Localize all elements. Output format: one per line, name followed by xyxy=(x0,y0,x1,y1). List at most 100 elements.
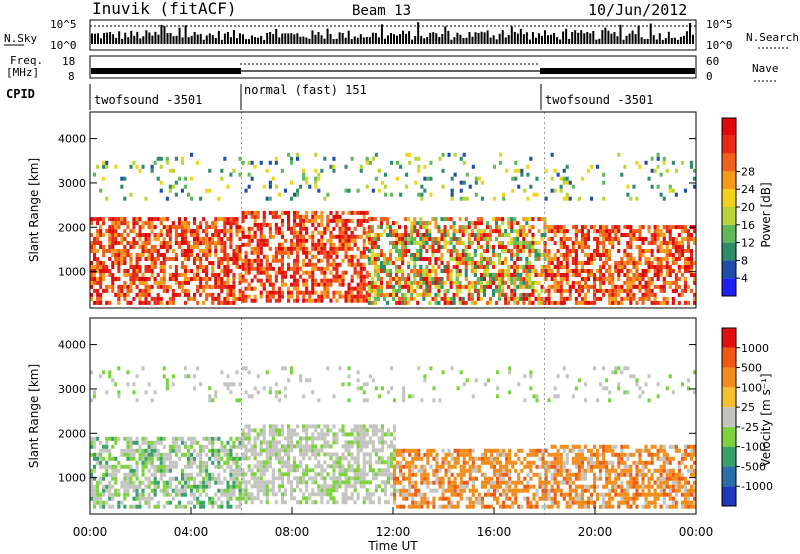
data-cell xyxy=(111,504,115,509)
data-cell xyxy=(274,448,278,453)
data-cell xyxy=(368,480,372,485)
data-cell xyxy=(516,221,520,226)
data-cell xyxy=(126,440,130,445)
data-cell xyxy=(452,292,456,297)
data-cell xyxy=(602,261,606,265)
data-cell xyxy=(108,257,112,261)
data-cell xyxy=(108,448,112,453)
data-cell xyxy=(132,229,136,234)
data-cell xyxy=(583,225,587,230)
data-cell xyxy=(344,448,348,453)
data-cell xyxy=(383,484,387,489)
data-cell xyxy=(559,229,563,234)
data-cell xyxy=(553,273,557,277)
data-cell xyxy=(287,262,291,267)
data-cell xyxy=(180,452,184,457)
data-cell xyxy=(531,280,535,285)
data-cell xyxy=(577,292,581,297)
data-cell xyxy=(434,241,438,245)
colorbar-swatch xyxy=(722,260,736,279)
data-cell xyxy=(114,237,118,241)
cpid-segment-1: twofsound -3501 xyxy=(94,93,202,107)
data-cell xyxy=(202,448,206,453)
data-cell xyxy=(464,257,468,261)
data-cell xyxy=(208,261,212,265)
data-cell xyxy=(183,480,187,485)
data-cell xyxy=(190,500,194,505)
data-cell xyxy=(392,288,396,293)
data-cell xyxy=(247,270,251,275)
data-cell xyxy=(419,249,423,253)
data-cell xyxy=(220,229,224,234)
data-cell xyxy=(529,156,533,161)
data-cell xyxy=(473,284,477,289)
data-cell xyxy=(150,168,154,173)
data-cell xyxy=(473,288,477,293)
data-cell xyxy=(508,448,512,453)
data-cell xyxy=(519,292,523,297)
data-cell xyxy=(144,464,148,469)
noise-bar xyxy=(447,30,450,44)
data-cell xyxy=(434,221,438,226)
data-cell xyxy=(508,472,512,477)
data-cell xyxy=(468,452,472,457)
data-cell xyxy=(241,214,245,219)
data-cell xyxy=(385,261,389,265)
data-cell xyxy=(495,237,499,241)
data-cell xyxy=(256,266,260,271)
data-cell xyxy=(583,253,587,257)
data-cell xyxy=(517,168,521,173)
data-cell xyxy=(329,250,333,255)
data-cell xyxy=(490,460,494,465)
data-cell xyxy=(419,273,423,277)
data-cell xyxy=(510,265,514,269)
data-cell xyxy=(605,253,609,257)
data-cell xyxy=(438,484,442,489)
data-cell xyxy=(90,452,94,457)
data-cell xyxy=(680,229,684,234)
data-cell xyxy=(332,500,336,505)
data-cell xyxy=(335,270,339,275)
data-cell xyxy=(526,496,530,501)
data-cell xyxy=(525,280,529,285)
data-cell xyxy=(362,226,366,231)
data-cell xyxy=(379,288,383,293)
data-cell xyxy=(462,480,466,485)
data-cell xyxy=(568,288,572,293)
data-cell xyxy=(214,492,218,497)
data-cell xyxy=(428,280,432,285)
data-cell xyxy=(238,296,242,301)
data-cell xyxy=(320,294,324,299)
data-cell xyxy=(144,460,148,465)
data-cell xyxy=(293,230,297,235)
data-cell xyxy=(96,436,100,441)
data-cell xyxy=(93,280,97,285)
data-cell xyxy=(153,225,157,230)
data-cell xyxy=(522,296,526,301)
data-cell xyxy=(144,296,148,301)
data-cell xyxy=(253,428,257,433)
noise-bar xyxy=(190,35,193,44)
data-cell xyxy=(329,282,333,287)
data-cell xyxy=(411,472,415,477)
data-cell xyxy=(393,484,397,489)
data-cell xyxy=(193,484,197,489)
data-cell xyxy=(180,188,184,193)
data-cell xyxy=(153,249,157,253)
data-cell xyxy=(232,296,236,301)
data-cell xyxy=(408,492,412,497)
data-cell xyxy=(302,262,306,267)
data-cell xyxy=(553,280,557,285)
data-cell xyxy=(120,480,124,485)
data-cell xyxy=(202,300,206,305)
data-cell xyxy=(370,300,374,305)
data-cell xyxy=(402,448,406,453)
data-cell xyxy=(535,472,539,477)
data-cell xyxy=(476,233,480,237)
data-cell xyxy=(359,282,363,287)
data-cell xyxy=(538,476,542,481)
data-cell xyxy=(483,492,487,497)
data-cell xyxy=(635,229,639,234)
